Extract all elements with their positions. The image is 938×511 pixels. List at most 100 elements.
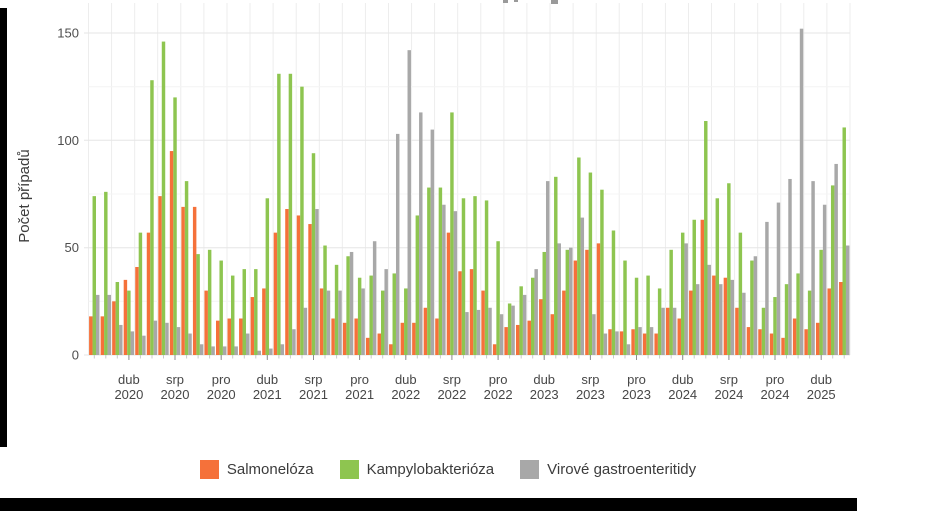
- bar-kampylobakterióza: [554, 176, 558, 355]
- bar-kampylobakterióza: [577, 157, 581, 355]
- bar-virové-gastroenteritidy: [765, 221, 769, 355]
- x-tick-label-year: 2021: [253, 387, 282, 402]
- bar-virové-gastroenteritidy: [303, 307, 308, 355]
- x-tick-label-year: 2020: [114, 387, 143, 402]
- y-tick-label: 150: [57, 26, 79, 41]
- bar-virové-gastroenteritidy: [361, 288, 365, 355]
- bar-salmonelóza: [319, 288, 324, 355]
- bar-kampylobakterióza: [565, 249, 570, 355]
- bar-kampylobakterióza: [761, 307, 766, 355]
- legend-item-virove-gastroenteritidy: Virové gastroenteritidy: [520, 459, 696, 479]
- bar-virové-gastroenteritidy: [211, 346, 215, 355]
- bar-kampylobakterióza: [830, 185, 835, 355]
- bar-virové-gastroenteritidy: [799, 28, 804, 355]
- x-tick-label-month: pro: [212, 372, 231, 387]
- y-tick-label: 100: [57, 133, 79, 148]
- x-tick-label-month: dub: [810, 372, 832, 387]
- bar-kampylobakterióza: [404, 288, 408, 355]
- bar-virové-gastroenteritidy: [580, 217, 585, 355]
- bar-salmonelóza: [608, 329, 612, 355]
- bar-virové-gastroenteritidy: [753, 256, 758, 355]
- bar-salmonelóza: [285, 209, 289, 355]
- bar-kampylobakterióza: [680, 232, 685, 355]
- bar-salmonelóza: [100, 316, 105, 355]
- bar-virové-gastroenteritidy: [545, 181, 550, 355]
- bar-salmonelóza: [112, 301, 116, 355]
- bar-salmonelóza: [446, 232, 451, 355]
- bar-virové-gastroenteritidy: [372, 241, 377, 355]
- bar-kampylobakterióza: [646, 275, 650, 355]
- legend-item-salmoneloza: Salmonelóza: [199, 459, 314, 479]
- x-tick-label-month: dub: [672, 372, 694, 387]
- y-tick-label: 0: [72, 348, 79, 363]
- x-tick-label-year: 2024: [761, 387, 790, 402]
- bar-salmonelóza: [481, 290, 485, 355]
- bar-kampylobakterióza: [265, 198, 270, 355]
- bar-virové-gastroenteritidy: [407, 50, 411, 356]
- x-tick-label-year: 2020: [161, 387, 190, 402]
- page-border-fragment-left: [0, 8, 7, 447]
- bar-virové-gastroenteritidy: [419, 112, 423, 355]
- bar-kampylobakterióza: [750, 260, 754, 355]
- bar-salmonelóza: [504, 327, 508, 355]
- bar-kampylobakterióza: [530, 277, 535, 355]
- bar-kampylobakterióza: [473, 196, 477, 355]
- bar-salmonelóza: [262, 288, 266, 355]
- bar-salmonelóza: [181, 206, 185, 355]
- legend-label: Salmonelóza: [226, 460, 314, 478]
- bar-salmonelóza: [412, 322, 416, 355]
- bar-salmonelóza: [654, 333, 658, 355]
- bar-salmonelóza: [377, 333, 381, 355]
- bar-kampylobakterióza: [588, 172, 593, 355]
- bar-salmonelóza: [250, 297, 255, 355]
- bar-virové-gastroenteritidy: [119, 324, 123, 355]
- bar-virové-gastroenteritidy: [96, 294, 100, 355]
- bar-kampylobakterióza: [715, 198, 720, 355]
- bar-salmonelóza: [665, 307, 670, 355]
- bar-virové-gastroenteritidy: [569, 247, 573, 355]
- bar-kampylobakterióza: [300, 86, 304, 355]
- bar-virové-gastroenteritidy: [234, 346, 238, 355]
- clipped-title-fragment: [551, 0, 558, 4]
- bar-salmonelóza: [596, 243, 601, 355]
- bar-salmonelóza: [308, 224, 312, 355]
- bar-salmonelóza: [781, 337, 785, 355]
- legend-item-kampylobakterioza: Kampylobakterióza: [339, 459, 495, 479]
- x-tick-label-month: pro: [350, 372, 369, 387]
- bar-virové-gastroenteritidy: [245, 333, 250, 355]
- bar-virové-gastroenteritidy: [257, 350, 261, 355]
- x-tick-label-year: 2023: [530, 387, 559, 402]
- bar-virové-gastroenteritidy: [142, 335, 146, 355]
- virove-gastroenteritidy-swatch-icon: [520, 459, 540, 479]
- bar-kampylobakterióza: [611, 230, 616, 355]
- bar-kampylobakterióza: [230, 275, 235, 355]
- bar-salmonelóza: [550, 314, 555, 355]
- bar-virové-gastroenteritidy: [730, 279, 735, 355]
- x-tick-label-year: 2021: [345, 387, 374, 402]
- bar-virové-gastroenteritidy: [684, 243, 688, 355]
- bar-kampylobakterióza: [150, 80, 154, 355]
- salmoneloza-swatch-icon: [199, 459, 219, 479]
- bar-salmonelóza: [562, 290, 566, 355]
- bar-kampylobakterióza: [207, 249, 212, 355]
- bar-kampylobakterióza: [173, 97, 177, 356]
- y-axis-title: Počet případů: [16, 149, 33, 242]
- bar-virové-gastroenteritidy: [776, 202, 781, 355]
- legend-label: Kampylobakterióza: [366, 460, 495, 478]
- bar-kampylobakterióza: [623, 260, 627, 355]
- bar-salmonelóza: [746, 327, 751, 355]
- bar-salmonelóza: [792, 318, 797, 355]
- bar-virové-gastroenteritidy: [315, 209, 319, 355]
- bar-kampylobakterióza: [219, 260, 223, 355]
- x-tick-label-year: 2021: [299, 387, 328, 402]
- bar-kampylobakterióza: [196, 254, 200, 355]
- bar-salmonelóza: [400, 322, 405, 355]
- bar-kampylobakterióza: [184, 181, 189, 355]
- bar-salmonelóza: [527, 320, 531, 355]
- bar-salmonelóza: [689, 290, 693, 355]
- bar-virové-gastroenteritidy: [626, 344, 631, 355]
- bar-virové-gastroenteritidy: [176, 327, 181, 355]
- x-tick-label-year: 2022: [484, 387, 513, 402]
- bar-kampylobakterióza: [796, 273, 800, 355]
- bar-virové-gastroenteritidy: [788, 178, 792, 355]
